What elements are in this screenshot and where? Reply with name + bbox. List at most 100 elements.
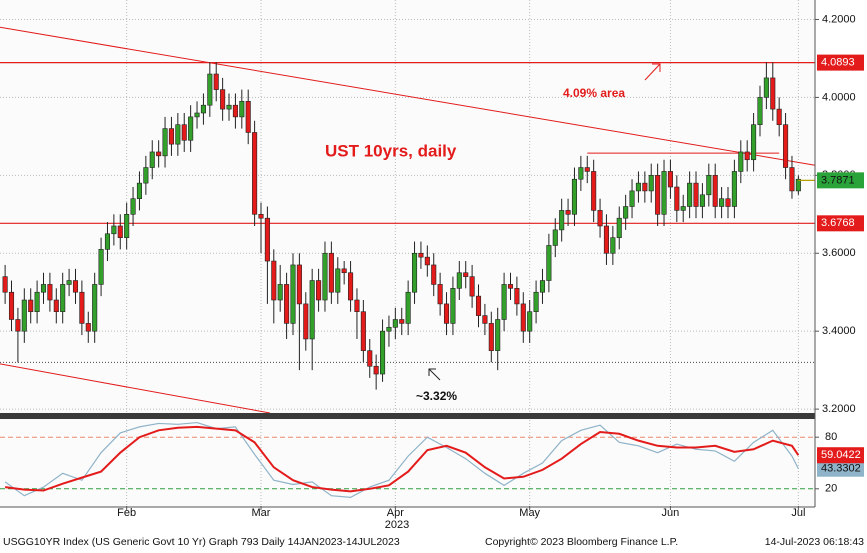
- candle-body: [60, 284, 66, 312]
- level-box: [817, 215, 864, 232]
- candle-body: [616, 217, 622, 238]
- candle-body: [220, 89, 226, 110]
- candle-body: [79, 291, 85, 324]
- candle-body: [501, 284, 507, 320]
- candle-body: [124, 213, 130, 238]
- candle-body: [623, 206, 629, 219]
- candle-body: [66, 280, 72, 285]
- candle-body: [751, 124, 757, 161]
- candle-body: [188, 116, 194, 141]
- y-tick-label: 80: [825, 431, 837, 443]
- candle-body: [156, 151, 162, 157]
- candle-body: [28, 299, 34, 312]
- candle-body: [565, 210, 571, 215]
- candle-body: [469, 276, 475, 297]
- candle-body: [629, 190, 635, 207]
- annotation: ~3.32%: [416, 389, 457, 403]
- candle-body: [687, 182, 693, 207]
- candle-body: [367, 350, 373, 367]
- candle-body: [92, 284, 98, 332]
- candle-body: [559, 210, 565, 231]
- candle-body: [348, 272, 354, 301]
- oscillator-value-label: 59.0422: [821, 449, 861, 461]
- candle-body: [655, 175, 661, 215]
- last-price-box: [817, 172, 864, 189]
- candle-body: [725, 198, 731, 207]
- candle-body: [8, 291, 15, 320]
- candle-body: [533, 291, 539, 312]
- candle-body: [795, 178, 801, 192]
- candle-body: [488, 323, 494, 351]
- candle-body: [162, 128, 168, 157]
- x-tick-label: Apr: [387, 507, 404, 519]
- candle-body: [239, 101, 245, 118]
- candle-body: [175, 124, 181, 145]
- panel-separator: [0, 413, 815, 419]
- candle-body: [181, 124, 187, 141]
- candle-body: [610, 237, 616, 254]
- candle-body: [763, 77, 769, 98]
- candle-body: [111, 225, 117, 235]
- candle-body: [15, 319, 21, 332]
- candle-body: [527, 311, 533, 332]
- candle-body: [495, 319, 501, 351]
- y-tick-label: 20: [825, 483, 837, 495]
- footer-left: USGG10YR Index (US Generic Govt 10 Yr) G…: [3, 536, 400, 548]
- candle-body: [719, 198, 725, 207]
- chart-title: UST 10yrs, daily: [325, 141, 457, 160]
- level-box: [817, 54, 864, 71]
- candle-body: [680, 206, 686, 211]
- candle-body: [712, 175, 718, 207]
- candle-body: [482, 315, 488, 324]
- candle-body: [539, 280, 546, 293]
- y-tick-label: 4.0000: [822, 91, 856, 103]
- oscillator-value-box: [817, 460, 864, 477]
- candle-body: [232, 104, 238, 118]
- x-tick-label: Jul: [791, 507, 805, 519]
- candle-body: [386, 326, 392, 332]
- candle-body: [34, 291, 40, 312]
- candle-body: [277, 284, 283, 301]
- annotation-arrow-head: [428, 368, 436, 376]
- candle-body: [380, 330, 386, 375]
- candle-body: [463, 272, 469, 277]
- candle-body: [667, 171, 673, 188]
- candle-body: [194, 112, 200, 118]
- oscillator-value-label: 43.3302: [821, 463, 861, 475]
- candle-body: [130, 198, 136, 215]
- candle-body: [252, 132, 258, 215]
- candle-body: [136, 182, 142, 200]
- candle-body: [21, 299, 27, 332]
- candle-body: [226, 104, 232, 110]
- candle-body: [699, 194, 705, 207]
- candle-body: [316, 280, 322, 301]
- candle-body: [85, 323, 91, 332]
- footer-center: Copyright© 2023 Bloomberg Finance L.P.: [485, 536, 678, 548]
- level-label: 3.6768: [821, 217, 855, 229]
- candle-body: [104, 233, 111, 250]
- annotation-arrow: [428, 368, 441, 381]
- candle-body: [245, 101, 251, 133]
- candle-body: [98, 249, 104, 285]
- last-price-label: 3.7871: [821, 174, 855, 186]
- candle-body: [738, 151, 744, 172]
- annotation-arrow: [644, 63, 661, 81]
- candle-body: [584, 167, 590, 172]
- candle-body: [770, 77, 776, 110]
- candle-body: [213, 73, 219, 90]
- marks: [0, 26, 816, 499]
- plot-background: [0, 0, 815, 507]
- candle-body: [437, 284, 443, 305]
- candle-body: [546, 245, 552, 281]
- candle-body: [571, 178, 578, 215]
- y-tick-label: 3.2000: [822, 403, 856, 415]
- candle-body: [258, 213, 264, 219]
- trendline: [0, 26, 816, 166]
- candle-body: [648, 175, 654, 192]
- candle-body: [520, 303, 526, 332]
- candle-body: [642, 182, 648, 192]
- candle-body: [507, 284, 514, 289]
- candle-body: [418, 252, 424, 258]
- candle-body: [661, 171, 667, 215]
- candle-body: [731, 171, 737, 207]
